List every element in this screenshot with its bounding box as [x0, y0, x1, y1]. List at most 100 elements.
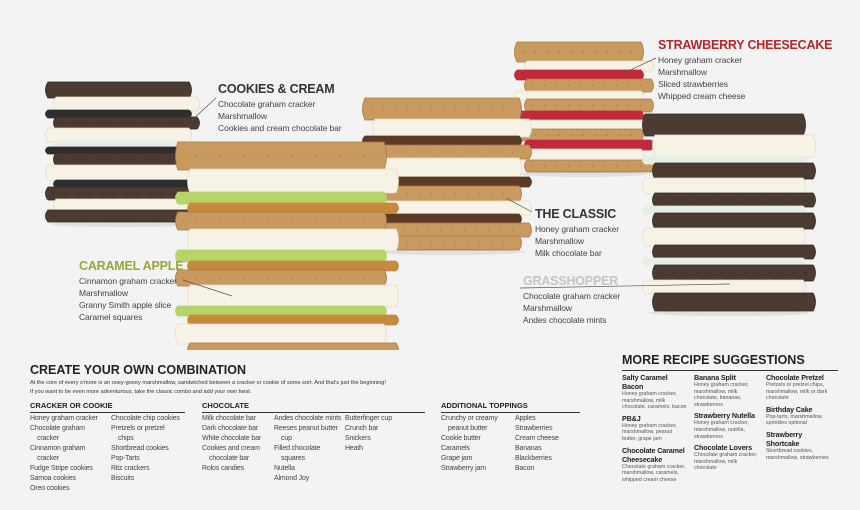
dot: [756, 170, 758, 172]
callout-line: Caramel squares: [79, 312, 143, 322]
dot: [125, 215, 127, 217]
dot: [744, 220, 746, 222]
dot: [478, 108, 480, 110]
dot: [708, 251, 710, 253]
dot: [392, 151, 394, 153]
section-title: MORE RECIPE SUGGESTIONS: [622, 353, 805, 367]
dot: [133, 122, 135, 124]
food-layer: [45, 127, 192, 143]
recipe-name: PB&J: [622, 413, 641, 423]
dot: [137, 215, 139, 217]
dot: [780, 170, 782, 172]
dot: [618, 51, 620, 53]
shadow: [368, 249, 526, 255]
dot: [660, 220, 662, 222]
dot: [394, 108, 396, 110]
dot: [121, 122, 123, 124]
recipe-desc: Honey graham cracker, marshmallow, milk …: [622, 391, 687, 411]
callout-title: STRAWBERRY CHEESECAKE: [658, 38, 833, 52]
food-layer: [652, 162, 816, 180]
leader-line: [519, 283, 731, 289]
dot: [780, 301, 782, 303]
dot: [181, 122, 183, 124]
dot: [315, 277, 317, 279]
dot: [768, 220, 770, 222]
list-item: Strawberries: [515, 425, 553, 432]
callout-line: Milk chocolate bar: [535, 248, 602, 258]
dot: [544, 165, 546, 167]
dot: [255, 277, 257, 279]
dot: [592, 84, 594, 87]
dot: [464, 151, 466, 153]
dot: [662, 124, 664, 126]
group-heading: ADDITIONAL TOPPINGS: [441, 401, 528, 410]
dot: [157, 158, 159, 161]
dot: [568, 165, 570, 167]
list-item: Samoa cookies: [30, 475, 76, 482]
list-item: Cream cheese: [515, 435, 559, 442]
dot: [792, 220, 794, 222]
dot: [382, 108, 384, 110]
dot: [279, 277, 281, 279]
dot: [792, 199, 794, 201]
dot: [650, 124, 652, 126]
dot: [696, 251, 698, 253]
food-layer: [372, 118, 532, 138]
food-layer: [45, 81, 192, 99]
dot: [207, 155, 209, 157]
dot: [684, 272, 686, 274]
recipe-desc: Pretzels or pretzel chips, marshmallow, …: [766, 382, 828, 402]
food-layer: [524, 78, 654, 93]
list-item: Cinnamon graham cracker: [30, 445, 86, 462]
dot: [61, 122, 63, 124]
dot: [660, 170, 662, 172]
food-layer: [175, 249, 387, 263]
heading-rule: [30, 412, 185, 413]
list-item: Bananas: [515, 445, 542, 452]
list-item: Pretzels or pretzel chips: [111, 425, 165, 442]
callout-title: GRASSHOPPER: [523, 274, 619, 288]
group-heading: CHOCOLATE: [202, 401, 249, 410]
dot: [604, 84, 606, 87]
dot: [628, 84, 630, 87]
list-item: Cookies and cream chocolate bar: [202, 445, 260, 462]
food-layer: [514, 128, 644, 142]
dot: [53, 89, 55, 91]
food-layer: [362, 97, 522, 121]
food-layer: [53, 116, 200, 130]
callout: CARAMEL APPLE Cinnamon graham cracker Mars…: [79, 259, 184, 323]
food-layer: [652, 244, 816, 260]
callout: THE CLASSIC Honey graham cracker Marshmall…: [535, 207, 619, 259]
dot: [618, 134, 620, 136]
list-column: Chocolate chip cookies Pretzels or pretze…: [111, 414, 181, 484]
dot: [744, 251, 746, 253]
dot: [255, 220, 257, 222]
dot: [125, 89, 127, 91]
callout-line: Cookies and cream chocolate bar: [218, 123, 342, 133]
dot: [430, 242, 432, 244]
dot: [133, 158, 135, 161]
food-layer: [187, 284, 399, 308]
callout-title: CARAMEL APPLE: [79, 259, 184, 273]
dot: [183, 277, 185, 279]
dot: [532, 84, 534, 87]
dot: [660, 251, 662, 253]
dot: [756, 199, 758, 201]
dot: [720, 272, 722, 274]
list-item: Pop-Tarts: [111, 455, 140, 462]
dot: [370, 108, 372, 110]
dot: [97, 158, 99, 161]
dot: [686, 124, 688, 126]
food-layer: [642, 113, 806, 137]
recipe-column: Chocolate Pretzel Pretzels or pretzel chi…: [766, 373, 832, 464]
dot: [546, 134, 548, 136]
food-layer: [45, 164, 192, 182]
dot: [243, 155, 245, 157]
callout: GRASSHOPPER Chocolate graham cracker Marsh…: [523, 274, 620, 326]
dot: [243, 277, 245, 279]
food-layer: [187, 228, 399, 252]
callout-line: Chocolate graham cracker: [523, 291, 621, 301]
dot: [732, 272, 734, 274]
list-item: Crunchy or creamy peanut butter: [441, 415, 498, 432]
callout-line: Marshmallow: [535, 236, 584, 246]
